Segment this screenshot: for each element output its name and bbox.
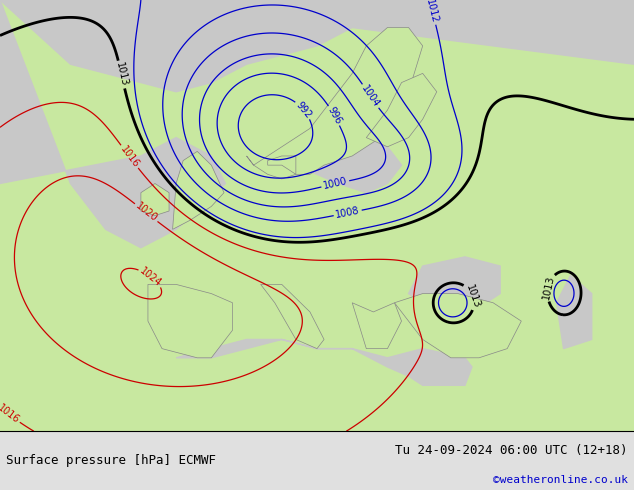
Text: Tu 24-09-2024 06:00 UTC (12+18): Tu 24-09-2024 06:00 UTC (12+18)	[395, 444, 628, 457]
Polygon shape	[247, 27, 423, 179]
Text: 996: 996	[325, 105, 343, 126]
Text: 1012: 1012	[424, 0, 440, 24]
Text: 1020: 1020	[133, 201, 159, 224]
Text: 1004: 1004	[359, 83, 382, 109]
Polygon shape	[0, 0, 226, 248]
Polygon shape	[353, 303, 401, 348]
Text: 992: 992	[294, 99, 313, 120]
Polygon shape	[268, 156, 296, 174]
Polygon shape	[148, 284, 233, 358]
Text: 1013: 1013	[541, 274, 556, 300]
Polygon shape	[366, 74, 437, 147]
Polygon shape	[172, 151, 224, 229]
Polygon shape	[557, 275, 592, 348]
Text: 1013: 1013	[114, 62, 129, 88]
Text: 1013: 1013	[464, 283, 481, 309]
Polygon shape	[261, 284, 324, 348]
Text: 1008: 1008	[335, 206, 361, 220]
Text: Surface pressure [hPa] ECMWF: Surface pressure [hPa] ECMWF	[6, 454, 216, 467]
Text: 1016: 1016	[0, 402, 21, 425]
Polygon shape	[0, 0, 634, 92]
Polygon shape	[141, 183, 169, 216]
Text: 1024: 1024	[138, 266, 164, 289]
Text: 1016: 1016	[118, 144, 141, 170]
Polygon shape	[296, 138, 401, 193]
Polygon shape	[408, 257, 500, 312]
Polygon shape	[394, 294, 521, 358]
Text: ©weatheronline.co.uk: ©weatheronline.co.uk	[493, 475, 628, 485]
Text: 1000: 1000	[322, 176, 348, 191]
Polygon shape	[176, 340, 472, 385]
